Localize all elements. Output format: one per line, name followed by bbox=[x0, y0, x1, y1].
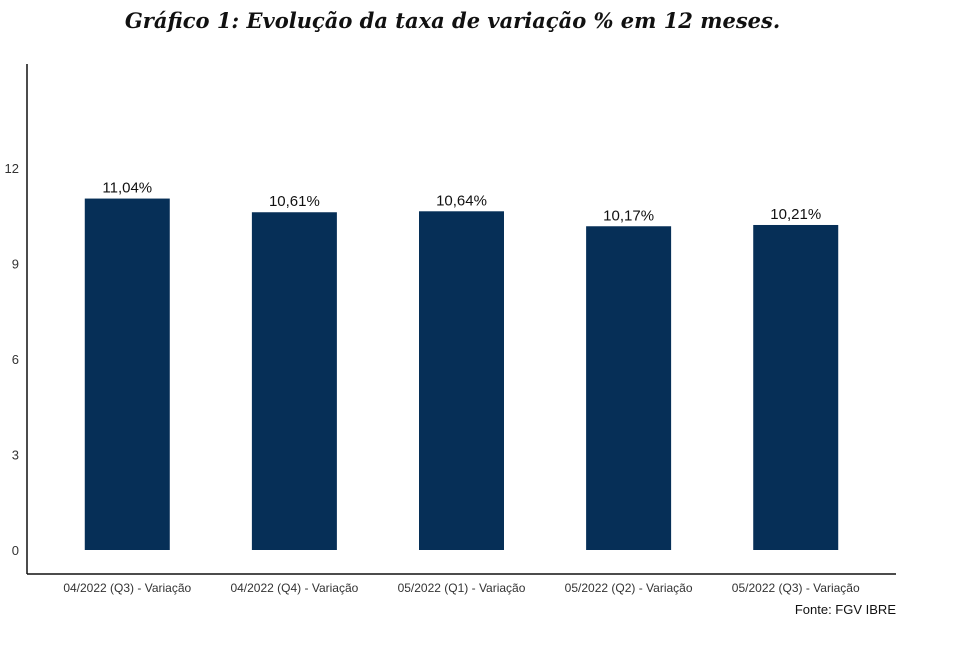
y-tick-label: 9 bbox=[12, 257, 19, 272]
data-label: 10,21% bbox=[770, 206, 821, 223]
bar bbox=[419, 211, 504, 550]
data-label: 10,17% bbox=[603, 207, 654, 224]
data-label: 10,64% bbox=[436, 192, 487, 209]
x-tick-label: 04/2022 (Q3) - Variação bbox=[63, 581, 191, 595]
x-tick-label: 04/2022 (Q4) - Variação bbox=[230, 581, 358, 595]
chart-title: Gráfico 1: Evolução da taxa de variação … bbox=[124, 8, 781, 33]
x-tick-label: 05/2022 (Q3) - Variação bbox=[732, 581, 860, 595]
bar bbox=[251, 212, 337, 550]
y-tick-label: 6 bbox=[12, 352, 19, 367]
y-tick-label: 12 bbox=[5, 161, 19, 176]
bar bbox=[753, 224, 839, 550]
y-tick-label: 3 bbox=[12, 448, 19, 463]
y-tick-label: 0 bbox=[12, 543, 19, 558]
bar bbox=[84, 198, 170, 550]
x-tick-label: 05/2022 (Q1) - Variação bbox=[398, 581, 526, 595]
chart-source: Fonte: FGV IBRE bbox=[794, 602, 896, 617]
bar bbox=[586, 226, 672, 550]
data-label: 11,04% bbox=[102, 180, 152, 197]
data-label: 10,61% bbox=[269, 193, 320, 210]
x-tick-label: 05/2022 (Q2) - Variação bbox=[565, 581, 693, 595]
